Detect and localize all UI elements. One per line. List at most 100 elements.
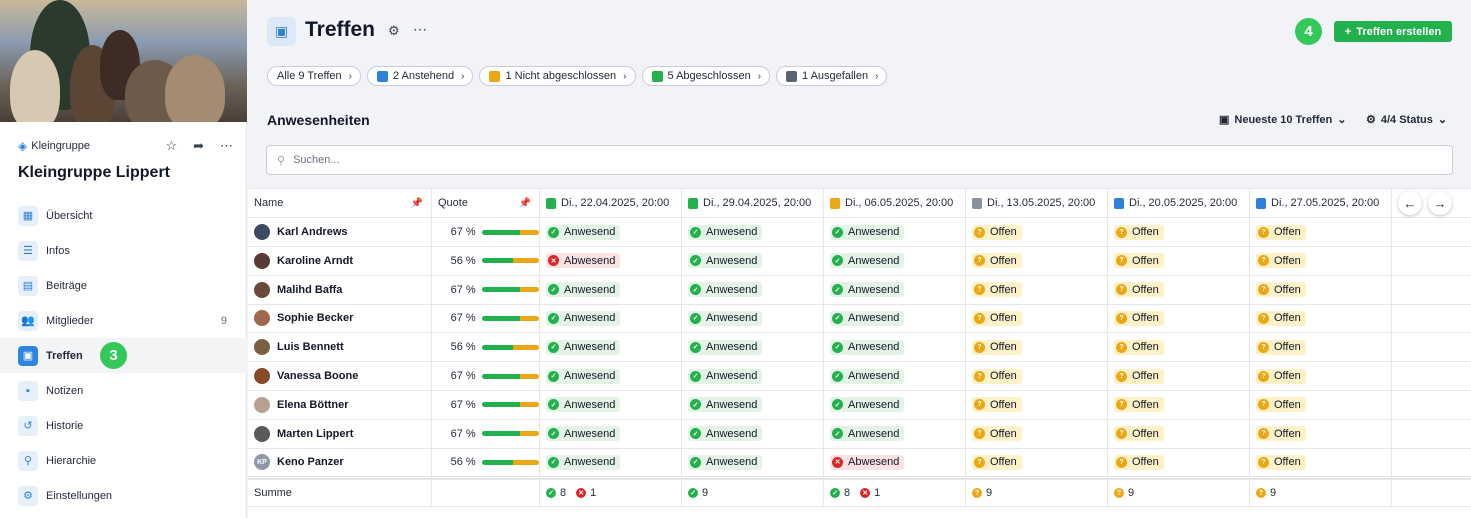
attendance-cell[interactable]: ? Offen [966, 275, 1108, 304]
header-date[interactable]: Di., 20.05.2025, 20:00 [1108, 189, 1250, 217]
person-name[interactable]: Karoline Arndt [277, 254, 353, 267]
attendance-cell[interactable]: ✓ Anwesend [682, 246, 824, 275]
table-row[interactable]: Luis Bennett 56 % ✓ Anwesend ✓ Anwesend ✓ Anwes… [248, 333, 1471, 363]
attendance-cell[interactable]: ? Offen [1108, 390, 1250, 419]
attendance-cell[interactable]: ✓ Anwesend [682, 419, 824, 448]
attendance-cell[interactable]: ? Offen [1250, 304, 1392, 333]
attendance-cell[interactable]: ✓ Anwesend [682, 304, 824, 333]
attendance-cell[interactable]: ? Offen [1108, 448, 1250, 477]
table-row[interactable]: Karoline Arndt 56 % ✕ Abwesend ✓ Anwesend ✓ Anw… [248, 246, 1471, 276]
attendance-cell[interactable]: ? Offen [1250, 390, 1392, 419]
person-name[interactable]: Malihd Baffa [277, 283, 343, 296]
attendance-cell[interactable]: ✓ Anwesend [824, 246, 966, 275]
attendance-cell[interactable]: ? Offen [1108, 304, 1250, 333]
status-badge[interactable]: ✓ Anwesend [830, 310, 905, 326]
attendance-cell[interactable]: ✓ Anwesend [540, 218, 682, 246]
status-badge[interactable]: ? Offen [972, 224, 1022, 240]
status-badge[interactable]: ? Offen [972, 310, 1022, 326]
attendance-cell[interactable]: ✓ Anwesend [540, 390, 682, 419]
attendance-cell[interactable]: ? Offen [1108, 333, 1250, 362]
name-cell[interactable]: Marten Lippert [248, 419, 432, 448]
status-badge[interactable]: ? Offen [972, 339, 1022, 355]
header-date[interactable]: Di., 22.04.2025, 20:00 [540, 189, 682, 217]
sidebar-item-historie[interactable]: ↺ Historie [0, 408, 247, 443]
filter-cancelled[interactable]: 1 Ausgefallen › [776, 66, 888, 86]
attendance-cell[interactable]: ? Offen [1108, 218, 1250, 246]
status-badge[interactable]: ✓ Anwesend [688, 253, 763, 269]
table-row[interactable]: Malihd Baffa 67 % ✓ Anwesend ✓ Anwesend ✓ Anwes… [248, 275, 1471, 305]
person-name[interactable]: Marten Lippert [277, 427, 354, 440]
person-name[interactable]: Vanessa Boone [277, 370, 359, 382]
status-badge[interactable]: ? Offen [1256, 426, 1306, 442]
sidebar-item-infos[interactable]: ☰ Infos [0, 233, 247, 268]
status-badge[interactable]: ✓ Anwesend [546, 339, 621, 355]
attendance-cell[interactable]: ✓ Anwesend [540, 304, 682, 333]
status-badge[interactable]: ✓ Anwesend [688, 310, 763, 326]
name-cell[interactable]: Elena Böttner [248, 390, 432, 419]
attendance-cell[interactable]: ? Offen [1250, 275, 1392, 304]
search-input[interactable] [293, 154, 894, 166]
status-dropdown[interactable]: ⚙ 4/4 Status ⌄ [1366, 113, 1447, 127]
attendance-cell[interactable]: ✓ Anwesend [682, 448, 824, 477]
status-badge[interactable]: ✓ Anwesend [830, 397, 905, 413]
sidebar-item-hierarchie[interactable]: ⚲ Hierarchie [0, 443, 247, 478]
attendance-cell[interactable]: ✓ Anwesend [682, 275, 824, 304]
status-badge[interactable]: ✓ Anwesend [688, 454, 763, 470]
status-badge[interactable]: ? Offen [1256, 397, 1306, 413]
pin-icon[interactable]: 📌 [518, 197, 531, 209]
attendance-cell[interactable]: ? Offen [1250, 362, 1392, 390]
attendance-cell[interactable]: ? Offen [1250, 448, 1392, 477]
name-cell[interactable]: Sophie Becker [248, 304, 432, 333]
star-icon[interactable]: ☆ [165, 138, 178, 153]
status-badge[interactable]: ? Offen [1114, 454, 1164, 470]
arrow-left-icon[interactable]: ← [1398, 191, 1422, 215]
name-cell[interactable]: Malihd Baffa [248, 275, 432, 304]
status-badge[interactable]: ✓ Anwesend [830, 224, 905, 240]
status-badge[interactable]: ✓ Anwesend [688, 397, 763, 413]
attendance-cell[interactable]: ✓ Anwesend [540, 419, 682, 448]
gear-icon[interactable]: ⚙ [388, 23, 400, 38]
status-badge[interactable]: ? Offen [1256, 339, 1306, 355]
person-name[interactable]: Luis Bennett [277, 341, 344, 354]
attendance-cell[interactable]: ✓ Anwesend [824, 362, 966, 390]
status-badge[interactable]: ? Offen [1256, 282, 1306, 298]
attendance-cell[interactable]: ? Offen [966, 304, 1108, 333]
name-cell[interactable]: Karoline Arndt [248, 246, 432, 275]
header-name[interactable]: Name 📌 [248, 189, 432, 217]
sidebar-item-treffen[interactable]: ▣ Treffen 3 [0, 338, 247, 373]
status-badge[interactable]: ✓ Anwesend [688, 426, 763, 442]
person-name[interactable]: Sophie Becker [277, 312, 354, 325]
status-badge[interactable]: ? Offen [972, 397, 1022, 413]
status-badge[interactable]: ✓ Anwesend [830, 282, 905, 298]
status-badge[interactable]: ? Offen [1256, 253, 1306, 269]
attendance-cell[interactable]: ? Offen [1250, 333, 1392, 362]
arrow-right-icon[interactable]: → [1428, 191, 1452, 215]
status-badge[interactable]: ✓ Anwesend [688, 339, 763, 355]
table-row[interactable]: Elena Böttner 67 % ✓ Anwesend ✓ Anwesend ✓ Anwe… [248, 390, 1471, 420]
status-badge[interactable]: ✓ Anwesend [546, 426, 621, 442]
filter-upcoming[interactable]: 2 Anstehend › [366, 66, 474, 86]
status-badge[interactable]: ✓ Anwesend [546, 224, 621, 240]
status-badge[interactable]: ✓ Anwesend [830, 339, 905, 355]
attendance-cell[interactable]: ? Offen [966, 218, 1108, 246]
attendance-cell[interactable]: ? Offen [1108, 362, 1250, 390]
sidebar-item-beitraege[interactable]: ▤ Beiträge [0, 268, 247, 303]
attendance-cell[interactable]: ✓ Anwesend [540, 275, 682, 304]
table-row[interactable]: Vanessa Boone 67 % ✓ Anwesend ✓ Anwesend ✓ Anwe… [248, 362, 1471, 391]
status-badge[interactable]: ? Offen [1114, 253, 1164, 269]
attendance-cell[interactable]: ✓ Anwesend [824, 218, 966, 246]
status-badge[interactable]: ? Offen [972, 426, 1022, 442]
name-cell[interactable]: Luis Bennett [248, 333, 432, 362]
name-cell[interactable]: Karl Andrews [248, 218, 432, 246]
status-badge[interactable]: ? Offen [972, 368, 1022, 384]
attendance-cell[interactable]: ✓ Anwesend [682, 390, 824, 419]
attendance-cell[interactable]: ✓ Anwesend [540, 362, 682, 390]
filter-completed[interactable]: 5 Abgeschlossen › [641, 66, 771, 86]
attendance-cell[interactable]: ✓ Anwesend [824, 419, 966, 448]
name-cell[interactable]: KP Keno Panzer [248, 448, 432, 477]
attendance-cell[interactable]: ? Offen [1250, 218, 1392, 246]
person-name[interactable]: Karl Andrews [277, 226, 348, 238]
attendance-cell[interactable]: ? Offen [1108, 275, 1250, 304]
table-row[interactable]: Marten Lippert 67 % ✓ Anwesend ✓ Anwesend ✓ Anw… [248, 419, 1471, 449]
person-name[interactable]: Elena Böttner [277, 398, 349, 411]
